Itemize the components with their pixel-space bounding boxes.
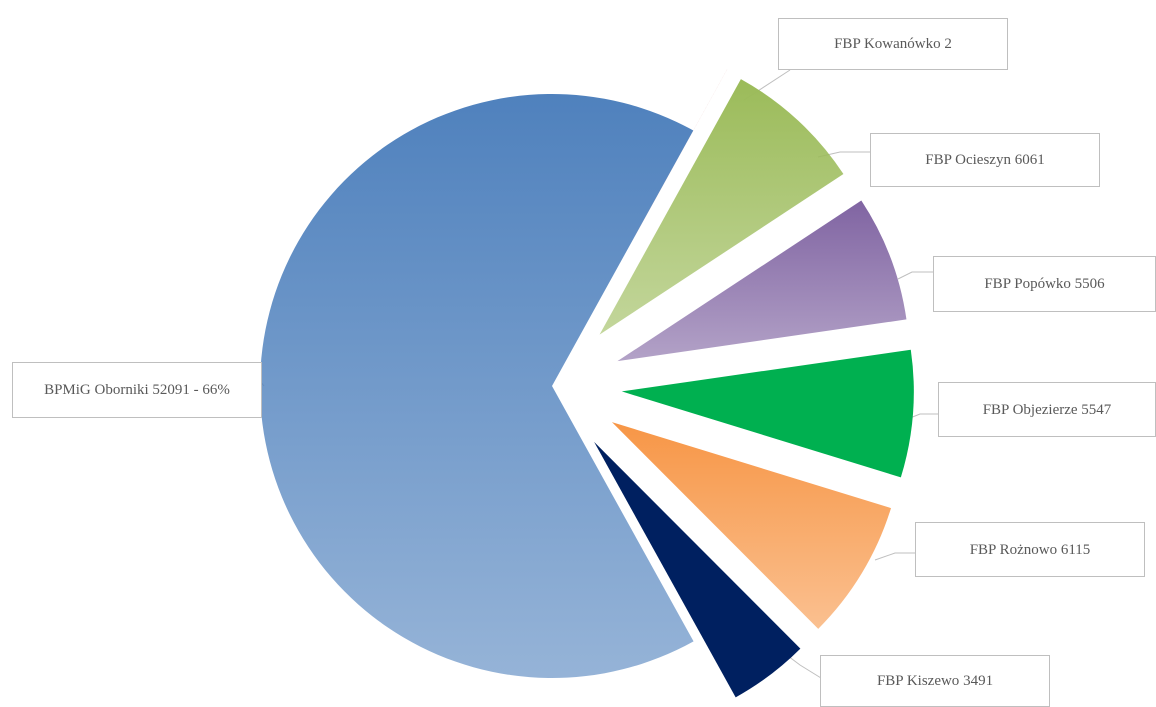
data-label: FBP Popówko 5506: [933, 256, 1156, 312]
label-text: FBP Kiszewo 3491: [877, 671, 993, 691]
label-text: BPMiG Oborniki 52091 - 66%: [44, 380, 230, 400]
pie-slice: [585, 69, 728, 325]
category-name: FBP Rożnowo: [969, 541, 1058, 558]
value-label: 6061: [1014, 152, 1045, 168]
value-label: 2: [944, 36, 952, 52]
leader-line: [897, 271, 934, 280]
data-label: FBP Rożnowo 6115: [915, 522, 1145, 577]
category-name: FBP Objezierze: [982, 401, 1078, 418]
value-label: 6115: [1060, 541, 1091, 558]
data-label: FBP Kiszewo 3491: [820, 655, 1050, 707]
category-name: FBP Ocieszyn: [925, 152, 1011, 168]
label-text: FBP Objezierze 5547: [983, 400, 1112, 420]
value-label: 52091 - 66%: [152, 382, 230, 398]
pie-slice: [611, 422, 892, 629]
label-text: FBP Rożnowo 6115: [970, 540, 1091, 560]
category-name: FBP Kowanówko: [834, 36, 941, 52]
label-text: FBP Ocieszyn 6061: [925, 150, 1044, 170]
category-name: FBP Popówko: [984, 276, 1071, 292]
category-name: BPMiG Oborniki: [44, 382, 149, 398]
pie-slice: [621, 349, 914, 478]
pie-slice: [599, 79, 844, 335]
value-label: 5506: [1074, 276, 1105, 292]
leader-line: [874, 552, 916, 561]
pie-slice: [617, 200, 907, 362]
pie-slice: [594, 441, 801, 698]
data-label: FBP Objezierze 5547: [938, 382, 1156, 437]
data-label: BPMiG Oborniki 52091 - 66%: [12, 362, 262, 418]
pie-slice: [260, 94, 694, 678]
data-label: FBP Ocieszyn 6061: [870, 133, 1100, 187]
label-text: FBP Popówko 5506: [984, 274, 1104, 294]
value-label: 5547: [1081, 401, 1112, 418]
data-label: FBP Kowanówko 2: [778, 18, 1008, 70]
value-label: 3491: [963, 673, 994, 689]
category-name: FBP Kiszewo: [876, 673, 960, 689]
label-text: FBP Kowanówko 2: [834, 34, 952, 54]
